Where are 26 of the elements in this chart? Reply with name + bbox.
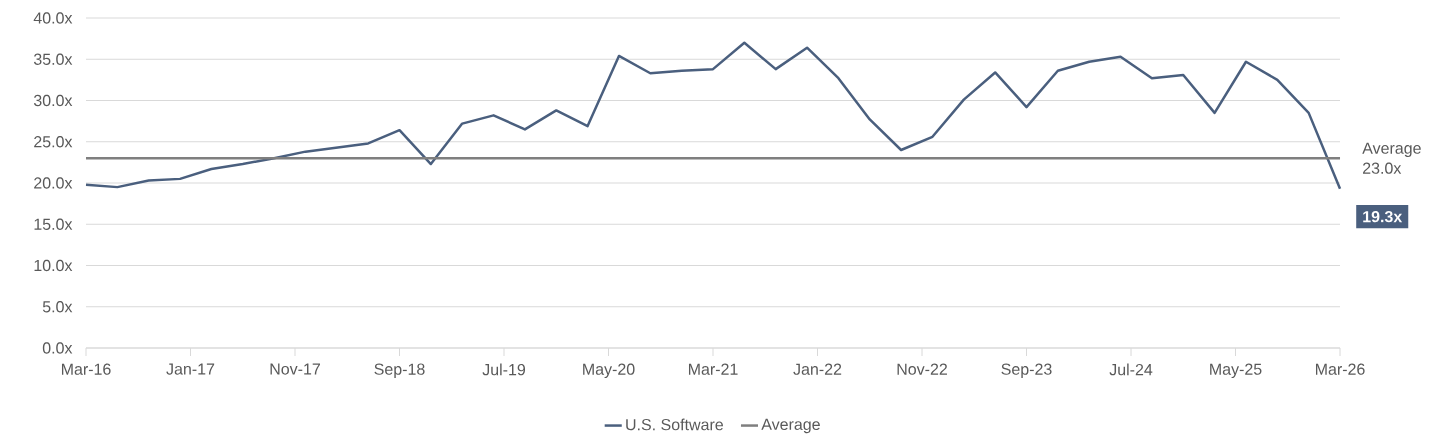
y-tick-label: 20.0x <box>34 177 73 189</box>
y-tick-label: 30.0x <box>33 94 73 107</box>
y-tick-label: 0.0x <box>42 342 73 354</box>
y-tick-label: 25.0x <box>34 136 73 148</box>
x-tick-label: Nov-22 <box>897 363 947 375</box>
x-tick-label: Mar-16 <box>61 363 111 375</box>
x-tick-label: May-20 <box>583 363 635 379</box>
x-tick-label: Mar-21 <box>688 363 738 375</box>
x-tick-label: Mar-26 <box>1315 363 1365 375</box>
y-tick-label: 5.0x <box>42 301 73 313</box>
y-tick-label: 10.0x <box>34 259 73 272</box>
legend-label: Average <box>761 418 820 434</box>
x-tick-label: May-25 <box>1210 363 1262 379</box>
y-tick-label: 15.0x <box>34 218 73 230</box>
x-tick-label: Sep-18 <box>374 363 425 379</box>
data-label: 19.3x <box>1363 210 1403 223</box>
legend-label: U.S. Software <box>626 418 723 431</box>
annotation: Average 23.0x <box>1362 142 1421 174</box>
x-tick-label: Jan-17 <box>166 363 215 375</box>
x-tick-label: Jul-19 <box>482 363 526 376</box>
x-tick-label: Sep-23 <box>1001 363 1052 379</box>
y-tick-label: 40.0x <box>33 12 73 24</box>
x-tick-label: Jul-24 <box>1109 363 1153 376</box>
y-tick-label: 35.0x <box>33 53 73 65</box>
x-tick-label: Jan-22 <box>793 363 842 375</box>
x-tick-label: Nov-17 <box>270 363 320 375</box>
